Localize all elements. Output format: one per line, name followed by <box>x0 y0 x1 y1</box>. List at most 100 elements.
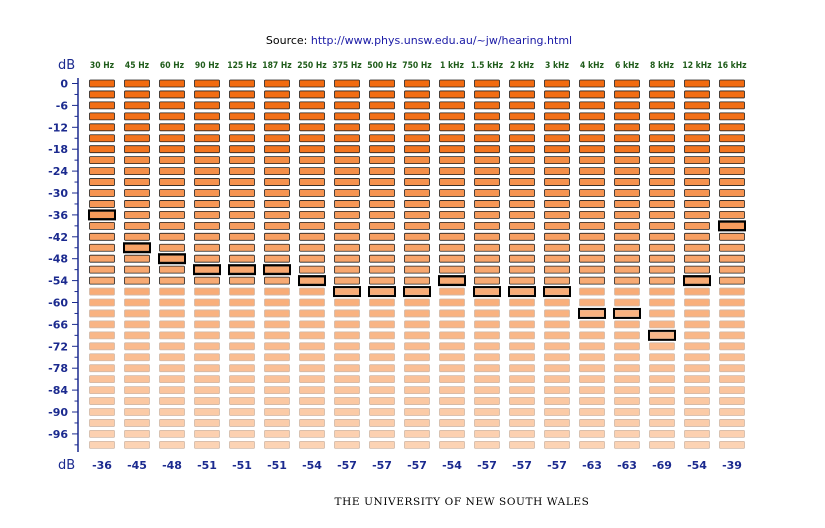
level-cell <box>579 419 605 427</box>
level-cell <box>614 254 640 263</box>
level-cell <box>159 200 185 208</box>
level-cell <box>614 189 640 197</box>
level-cell <box>89 167 115 176</box>
level-cell <box>229 429 255 438</box>
level-cell <box>89 123 115 132</box>
level-cell <box>194 112 220 121</box>
y-tick-label: -66 <box>48 318 68 331</box>
level-cell <box>229 298 255 307</box>
level-cell <box>89 156 115 165</box>
level-cell <box>159 210 185 219</box>
level-cell <box>124 254 150 263</box>
level-cell <box>404 243 430 252</box>
level-cell <box>334 221 360 230</box>
level-cell <box>159 156 185 165</box>
level-cell <box>719 309 745 318</box>
level-cell <box>684 101 710 110</box>
level-cell <box>684 440 710 449</box>
level-cell <box>404 101 430 110</box>
level-cell <box>159 309 185 318</box>
level-cell <box>684 364 710 373</box>
level-cell <box>89 265 115 274</box>
level-cell <box>579 353 605 362</box>
level-cell <box>299 440 325 449</box>
level-cell <box>579 429 605 438</box>
level-cell <box>369 265 395 274</box>
threshold-value-label: -57 <box>407 459 427 472</box>
level-cell <box>229 90 255 99</box>
level-cell <box>614 210 640 219</box>
threshold-marker <box>473 286 501 298</box>
threshold-marker <box>263 264 291 276</box>
level-cell <box>649 112 675 121</box>
level-cell <box>334 429 360 438</box>
level-cell <box>509 397 535 405</box>
level-cell <box>509 419 535 427</box>
level-cell <box>579 276 605 285</box>
level-cell <box>299 200 325 208</box>
y-tick-label: -96 <box>48 428 68 441</box>
level-cell <box>439 243 465 252</box>
level-cell <box>544 342 570 351</box>
level-cell <box>719 440 745 449</box>
level-cell <box>264 167 290 176</box>
level-cell <box>334 210 360 219</box>
level-cell <box>649 397 675 405</box>
level-cell <box>474 375 500 384</box>
level-cell <box>89 309 115 318</box>
level-cell <box>89 232 115 241</box>
level-cell <box>474 364 500 373</box>
level-cell <box>334 167 360 176</box>
level-cell <box>509 134 535 143</box>
level-cell <box>194 419 220 427</box>
level-cell <box>439 112 465 121</box>
frequency-label: 30 Hz <box>90 61 115 71</box>
frequency-label: 8 kHz <box>650 61 674 71</box>
level-cell <box>194 309 220 318</box>
level-cell <box>299 90 325 99</box>
threshold-marker <box>228 264 256 276</box>
level-cell <box>369 112 395 121</box>
level-cell <box>89 200 115 208</box>
level-cell <box>509 156 535 165</box>
level-cell <box>89 134 115 143</box>
level-cell <box>579 112 605 121</box>
level-cell <box>229 397 255 405</box>
db-label-bottom: dB <box>58 458 75 473</box>
level-cell <box>369 353 395 362</box>
level-cell <box>544 276 570 285</box>
level-cell <box>404 331 430 340</box>
level-cell <box>544 375 570 384</box>
level-cell <box>369 79 395 88</box>
level-cell <box>509 331 535 340</box>
level-cell <box>719 408 745 416</box>
threshold-value-label: -57 <box>477 459 497 472</box>
level-cell <box>194 276 220 285</box>
level-cell <box>229 178 255 186</box>
level-cell <box>544 440 570 449</box>
level-cell <box>614 232 640 241</box>
level-cell <box>229 309 255 318</box>
level-cell <box>89 221 115 230</box>
level-cell <box>369 254 395 263</box>
level-cell <box>579 189 605 197</box>
level-cell <box>159 364 185 373</box>
level-cell <box>719 364 745 373</box>
level-cell <box>264 364 290 373</box>
level-cell <box>124 90 150 99</box>
level-cell <box>194 90 220 99</box>
level-cell <box>229 123 255 132</box>
level-cell <box>719 90 745 99</box>
level-cell <box>264 189 290 197</box>
level-cell <box>299 320 325 329</box>
frequency-label: 3 kHz <box>545 61 569 71</box>
level-cell <box>544 298 570 307</box>
level-cell <box>684 123 710 132</box>
source-link[interactable]: http://www.phys.unsw.edu.au/~jw/hearing.… <box>311 34 572 47</box>
level-cell <box>684 397 710 405</box>
threshold-marker <box>718 220 746 232</box>
level-cell <box>579 243 605 252</box>
level-cell <box>684 200 710 208</box>
level-cell <box>299 210 325 219</box>
level-cell <box>89 254 115 263</box>
